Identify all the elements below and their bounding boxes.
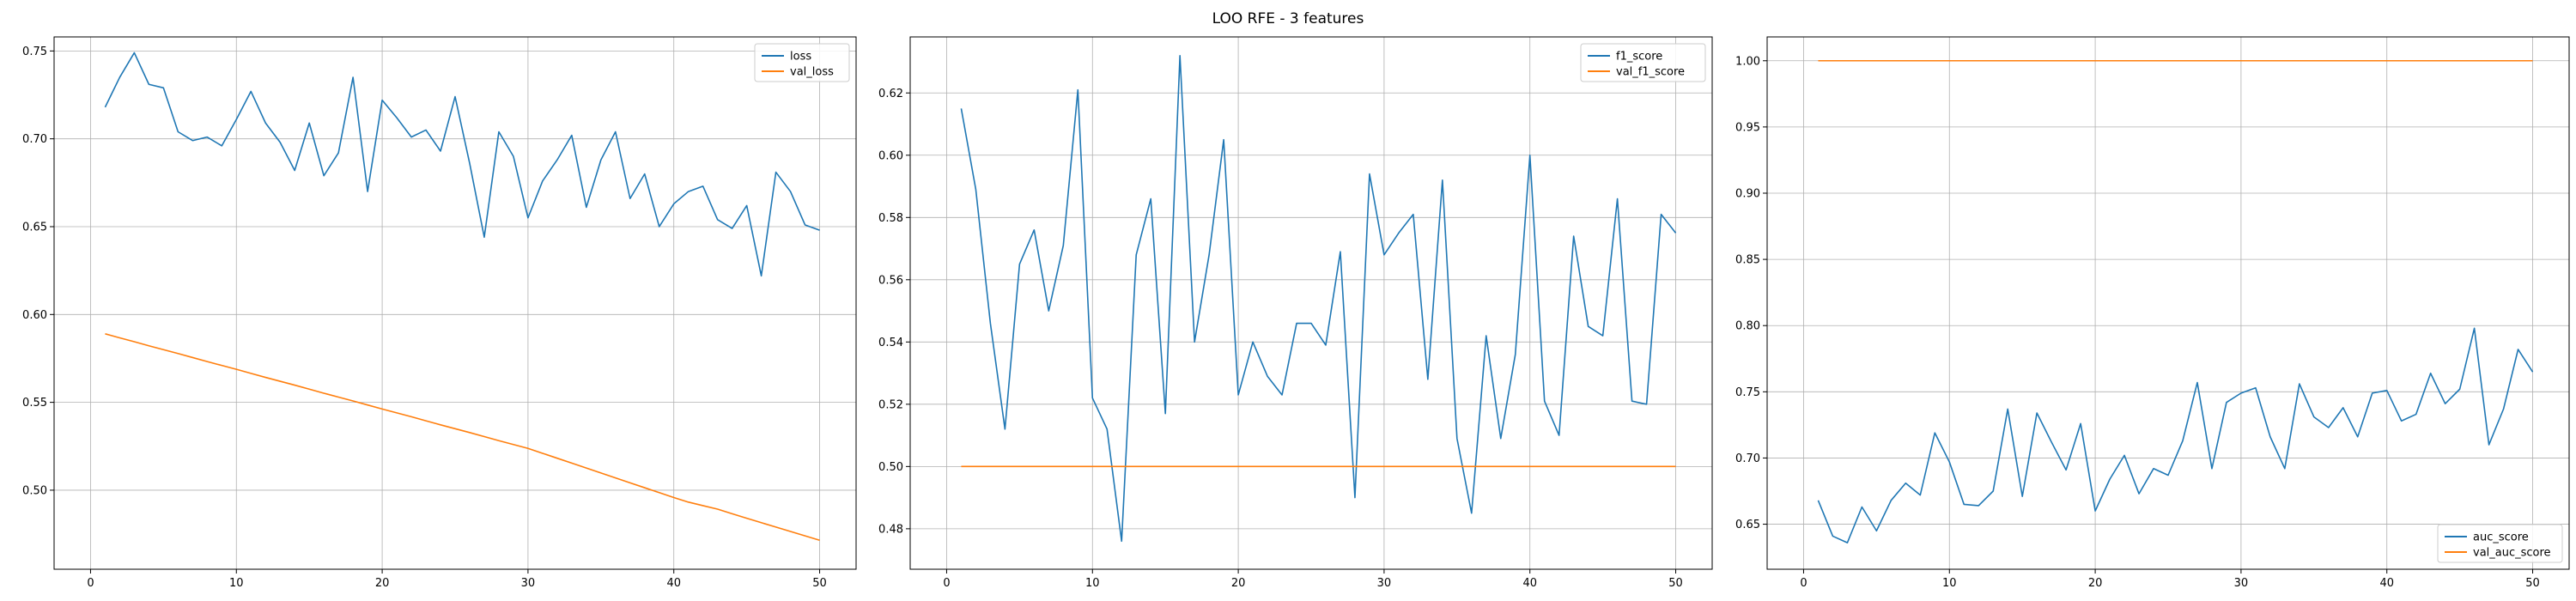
x-tick-label: 10 <box>1942 577 1957 590</box>
legend-box <box>1580 43 1706 82</box>
legend-box <box>2437 524 2563 563</box>
y-tick-label: 0.90 <box>1735 187 1760 200</box>
y-tick-label: 0.65 <box>1735 519 1760 531</box>
y-tick-label: 0.60 <box>22 309 47 322</box>
series-line-val-loss <box>105 333 820 542</box>
y-tick-label: 0.56 <box>878 274 903 287</box>
x-tick-label: 40 <box>2379 577 2394 590</box>
y-tick-label: 0.75 <box>22 46 47 58</box>
x-tick-label: 0 <box>943 577 950 590</box>
y-tick-label: 0.70 <box>22 133 47 146</box>
legend-label: val_loss <box>790 66 834 79</box>
x-tick-label: 30 <box>521 577 536 590</box>
legend-label: f1_score <box>1616 51 1662 64</box>
y-tick-label: 0.48 <box>878 523 903 536</box>
y-tick-label: 0.55 <box>22 397 47 410</box>
chart-loss: 0 10 20 30 40 50 0.50 0.55 0.60 0.65 0.70 0.75 loss v… <box>22 36 857 590</box>
y-tick-label: 0.50 <box>878 461 903 474</box>
legend: auc_score val_auc_score <box>2437 524 2563 563</box>
y-tick-label: 0.60 <box>878 149 903 162</box>
x-tick-label: 40 <box>1522 577 1537 590</box>
chart-auc-score: 0 10 20 30 40 50 0.65 0.70 0.75 0.80 0.85 0.90 0.95 1… <box>1735 36 2570 590</box>
y-tick-label: 0.85 <box>1735 254 1760 267</box>
y-tick-label: 0.75 <box>1735 386 1760 399</box>
legend-label: val_f1_score <box>1616 66 1685 79</box>
series-line-f1-score <box>960 54 1677 543</box>
chart-f1-score: 0 10 20 30 40 50 0.48 0.50 0.52 0.54 0.56 0.58 0.60 0… <box>878 36 1713 590</box>
y-tick-label: 0.80 <box>1735 320 1760 333</box>
y-tick-label: 0.58 <box>878 212 903 225</box>
x-tick-label: 20 <box>2088 577 2103 590</box>
y-tick-label: 0.65 <box>22 221 47 234</box>
x-tick-label: 40 <box>666 577 681 590</box>
x-tick-label: 0 <box>87 577 94 590</box>
x-tick-label: 20 <box>375 577 390 590</box>
x-tick-label: 50 <box>1668 577 1683 590</box>
x-tick-label: 10 <box>1085 577 1100 590</box>
x-tick-label: 50 <box>812 577 827 590</box>
y-tick-label: 0.54 <box>878 337 903 349</box>
y-tick-label: 0.62 <box>878 88 903 100</box>
y-tick-label: 0.52 <box>878 398 903 411</box>
y-tick-label: 0.95 <box>1735 121 1760 134</box>
y-tick-label: 0.70 <box>1735 452 1760 465</box>
legend: f1_score val_f1_score <box>1580 43 1706 82</box>
y-tick-label: 0.50 <box>22 484 47 497</box>
x-tick-label: 30 <box>2234 577 2249 590</box>
series-line-loss <box>104 52 820 277</box>
legend-label: auc_score <box>2473 531 2529 544</box>
x-tick-label: 50 <box>2525 577 2540 590</box>
x-tick-label: 10 <box>229 577 244 590</box>
legend-label: val_auc_score <box>2473 547 2551 560</box>
x-tick-label: 0 <box>1800 577 1807 590</box>
axes-frame <box>909 36 1713 570</box>
axes-frame <box>53 36 857 570</box>
legend-label: loss <box>790 51 811 64</box>
series-line-auc-score <box>1817 327 2534 543</box>
figure-title: LOO RFE - 3 features <box>1212 10 1364 27</box>
y-tick-label: 1.00 <box>1735 55 1760 68</box>
x-tick-label: 20 <box>1231 577 1246 590</box>
x-tick-label: 30 <box>1377 577 1392 590</box>
legend: loss val_loss <box>754 43 850 82</box>
axes-frame <box>1766 36 2570 570</box>
